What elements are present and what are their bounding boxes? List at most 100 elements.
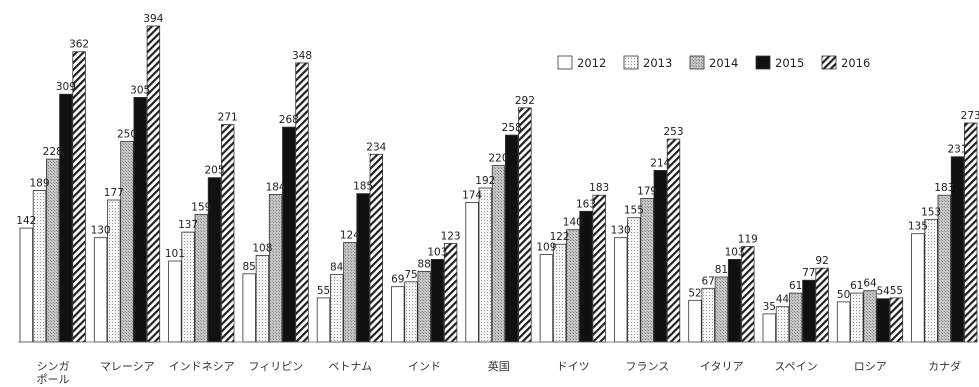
value-label-2013-5: 75 bbox=[404, 269, 417, 281]
bar-2014-11 bbox=[863, 290, 877, 343]
value-labels-layer: 142 189 228 309 362 130 177 250 305 394 101 137 159 2… bbox=[16, 13, 979, 313]
legend: 2012 2013 2014 2015 2016 bbox=[557, 55, 870, 70]
category-label-6: 英国 bbox=[488, 359, 510, 373]
value-label-2013-6: 192 bbox=[475, 175, 495, 187]
legend-swatch-2014 bbox=[689, 55, 705, 70]
bar-2015-0 bbox=[59, 93, 73, 343]
value-label-2014-3: 184 bbox=[266, 181, 286, 193]
bar-2012-8 bbox=[614, 237, 628, 343]
category-label-7: ドイツ bbox=[557, 360, 590, 373]
value-label-2012-11: 50 bbox=[837, 289, 850, 301]
value-label-2012-4: 55 bbox=[317, 285, 330, 297]
value-label-2014-12: 183 bbox=[934, 182, 954, 194]
value-label-2015-4: 185 bbox=[353, 181, 373, 193]
value-label-2016-10: 92 bbox=[815, 255, 828, 267]
bar-2015-6 bbox=[504, 134, 519, 343]
value-label-2012-9: 52 bbox=[688, 287, 701, 299]
value-label-2013-2: 137 bbox=[178, 219, 198, 231]
value-label-2013-11: 61 bbox=[850, 280, 863, 292]
value-label-2014-2: 159 bbox=[191, 202, 211, 214]
bar-2012-0 bbox=[19, 227, 34, 343]
value-label-2016-1: 394 bbox=[143, 13, 163, 25]
value-label-2015-7: 163 bbox=[576, 198, 596, 210]
value-label-2015-3: 268 bbox=[279, 114, 299, 126]
bars-layer bbox=[18, 25, 978, 343]
bar-2014-3 bbox=[268, 193, 283, 343]
legend-label-2014: 2014 bbox=[709, 56, 738, 70]
legend-swatch-2012 bbox=[557, 55, 573, 70]
value-label-2012-3: 85 bbox=[243, 261, 256, 273]
bar-2012-9 bbox=[688, 299, 702, 343]
bar-2013-9 bbox=[701, 287, 715, 343]
category-label-3: フィリピン bbox=[249, 360, 304, 373]
category-label-0: シンガポール bbox=[37, 360, 70, 386]
bar-2013-5 bbox=[404, 281, 418, 343]
bar-2012-3 bbox=[242, 273, 256, 343]
value-label-2012-5: 69 bbox=[391, 274, 404, 286]
value-label-2016-2: 271 bbox=[218, 112, 238, 124]
value-label-2014-6: 220 bbox=[488, 153, 508, 165]
bar-2015-3 bbox=[282, 126, 296, 343]
legend-label-2016: 2016 bbox=[841, 56, 870, 70]
value-label-2015-9: 103 bbox=[725, 246, 745, 258]
bar-2014-4 bbox=[343, 242, 357, 343]
bar-2014-10 bbox=[789, 292, 803, 343]
bar-2015-5 bbox=[430, 258, 445, 343]
bar-2015-11 bbox=[876, 298, 890, 343]
bar-2012-5 bbox=[391, 286, 405, 343]
bar-2012-2 bbox=[168, 260, 182, 343]
bar-2016-12 bbox=[964, 122, 978, 343]
bar-2014-2 bbox=[194, 214, 209, 343]
category-label-8: フランス bbox=[626, 360, 670, 373]
bar-2013-4 bbox=[329, 274, 344, 343]
value-label-2015-10: 77 bbox=[802, 267, 815, 279]
bar-2013-3 bbox=[255, 254, 270, 343]
value-label-2014-0: 228 bbox=[43, 146, 63, 158]
value-label-2014-1: 250 bbox=[117, 129, 137, 141]
value-label-2015-11: 54 bbox=[877, 286, 891, 298]
bar-2012-11 bbox=[836, 301, 851, 343]
category-label-1: マレーシア bbox=[100, 360, 155, 373]
bar-2016-7 bbox=[592, 194, 606, 343]
value-label-2012-6: 174 bbox=[462, 189, 482, 201]
bar-2014-1 bbox=[120, 141, 134, 343]
bar-2012-7 bbox=[539, 254, 554, 343]
category-label-4: ベトナム bbox=[328, 360, 372, 373]
bar-2014-9 bbox=[714, 276, 729, 343]
value-label-2012-12: 135 bbox=[908, 221, 928, 233]
bar-2015-10 bbox=[802, 279, 816, 343]
value-label-2016-5: 123 bbox=[441, 230, 461, 242]
bar-2012-6 bbox=[465, 201, 479, 343]
value-label-2015-5: 103 bbox=[427, 246, 447, 258]
value-label-2014-5: 88 bbox=[418, 258, 431, 270]
value-label-2016-12: 273 bbox=[961, 110, 979, 122]
legend-label-2015: 2015 bbox=[775, 56, 804, 70]
bar-2014-8 bbox=[640, 197, 654, 343]
category-label-10: スペイン bbox=[774, 360, 817, 373]
value-label-2014-11: 64 bbox=[863, 278, 877, 290]
legend-label-2013: 2013 bbox=[643, 56, 672, 70]
bar-2016-10 bbox=[815, 267, 829, 343]
value-label-2016-9: 119 bbox=[738, 234, 758, 246]
value-label-2013-12: 153 bbox=[921, 206, 941, 218]
bar-2016-6 bbox=[518, 107, 532, 343]
category-label-11: ロシア bbox=[854, 360, 887, 373]
category-label-5: インド bbox=[408, 360, 441, 373]
bar-2012-10 bbox=[762, 313, 777, 343]
value-label-2012-7: 109 bbox=[536, 242, 556, 254]
bar-2016-2 bbox=[220, 124, 235, 343]
legend-swatch-2015 bbox=[755, 55, 771, 70]
bar-2013-6 bbox=[478, 187, 493, 343]
value-label-2015-8: 214 bbox=[650, 157, 670, 169]
bar-2014-5 bbox=[417, 270, 431, 343]
legend-label-2012: 2012 bbox=[577, 56, 606, 70]
bar-2013-12 bbox=[924, 218, 938, 343]
bar-2012-4 bbox=[316, 297, 331, 343]
value-label-2014-10: 61 bbox=[789, 280, 802, 292]
category-labels-layer: シンガポール マレーシア インドネシア フィリピン ベトナム インド 英国 ドイツ フランス イタ… bbox=[37, 359, 962, 386]
value-label-2016-8: 253 bbox=[663, 126, 683, 138]
value-label-2015-1: 305 bbox=[130, 84, 150, 96]
bar-2016-9 bbox=[741, 246, 755, 343]
bar-2016-1 bbox=[146, 25, 161, 343]
